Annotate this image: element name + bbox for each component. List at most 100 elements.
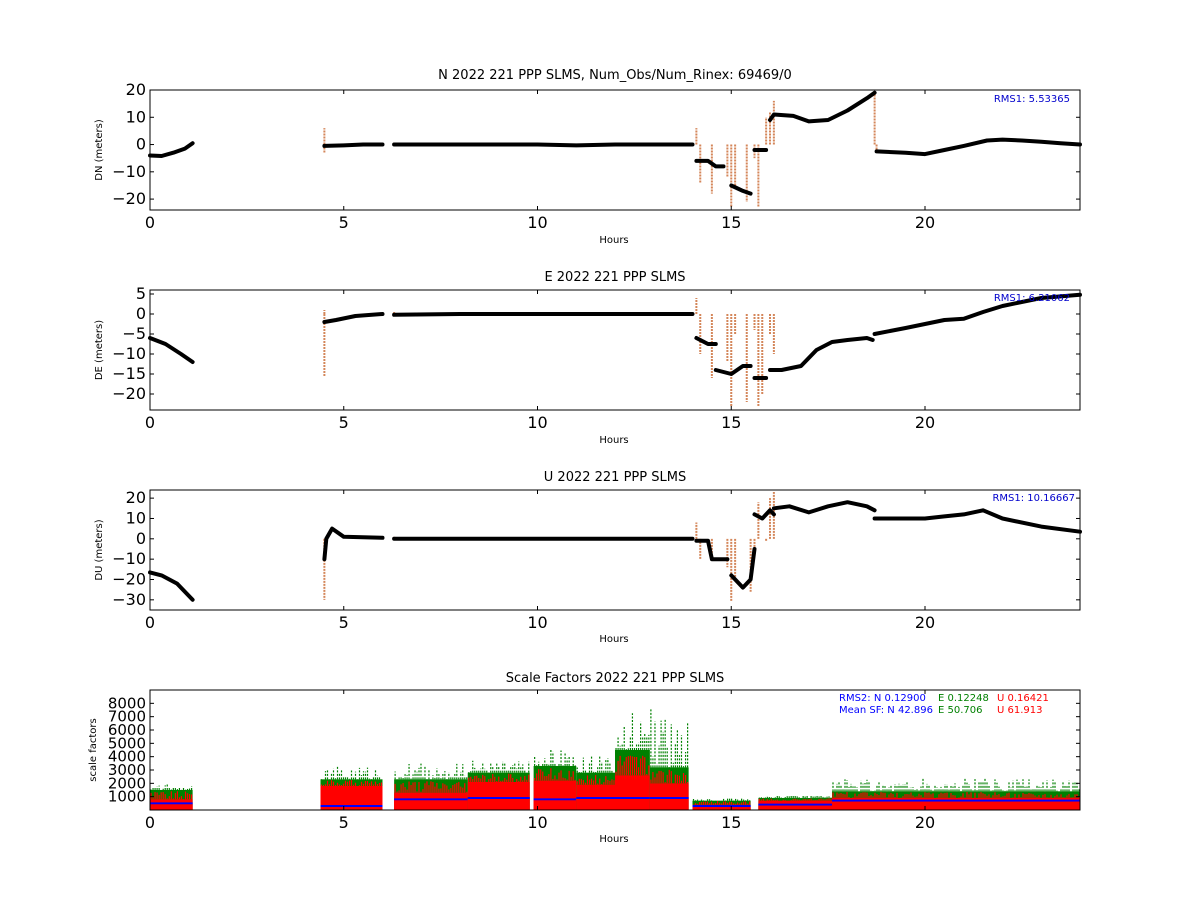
panel-up: U 2022 221 PPP SLMS RMS1: 10.16667 0 5 10 1… xyxy=(94,470,1082,645)
y-axis-label: DU (meters) xyxy=(94,519,105,580)
panel-title: N 2022 221 PPP SLMS, Num_Obs/Num_Rinex: … xyxy=(438,68,792,83)
solution-series xyxy=(771,500,877,515)
plot-frame xyxy=(149,689,1081,811)
rms1-annotation: RMS1: 6.21062 xyxy=(994,293,1070,304)
x-tick-label: 15 xyxy=(721,813,741,832)
panel-scale-factors: Scale Factors 2022 221 PPP SLMS RMS2: N … xyxy=(88,671,1081,845)
y-tick-label: −10 xyxy=(112,162,146,181)
sf-n-band xyxy=(649,799,689,810)
x-tick-label: 20 xyxy=(915,413,935,432)
x-tick-label: 10 xyxy=(527,813,547,832)
x-tick-label: 15 xyxy=(721,213,741,232)
x-axis-label: Hours xyxy=(599,634,628,645)
plot-frame xyxy=(149,489,1081,611)
x-tick-label: 0 xyxy=(145,813,155,832)
solution-series xyxy=(752,508,776,521)
x-axis-label: Hours xyxy=(599,834,628,845)
y-tick-label: 4000 xyxy=(108,748,146,766)
x-tick-label: 5 xyxy=(339,213,349,232)
solution-series xyxy=(713,364,753,376)
y-tick-label: 5000 xyxy=(108,734,146,752)
sf-n-band xyxy=(533,800,577,810)
rms1-annotation: RMS1: 10.16667 xyxy=(992,493,1075,504)
solution-series xyxy=(392,142,695,148)
solution-series xyxy=(322,312,385,324)
panel-east: E 2022 221 PPP SLMS RMS1: 6.21062 0 5 10 15… xyxy=(94,270,1082,446)
x-tick-label: 15 xyxy=(721,413,741,432)
x-axis-label: Hours xyxy=(599,235,628,246)
y-tick-label: 8000 xyxy=(108,694,146,712)
solution-series xyxy=(694,158,726,169)
meansf-u: U 61.913 xyxy=(997,705,1043,716)
y-tick-label: 2000 xyxy=(108,774,146,792)
solution-series xyxy=(322,526,385,562)
y-tick-label: −20 xyxy=(112,189,146,208)
y-tick-label: 3000 xyxy=(108,761,146,779)
y-tick-label: 6000 xyxy=(108,721,146,739)
x-tick-label: 20 xyxy=(915,613,935,632)
x-axis-label: Hours xyxy=(599,435,628,446)
y-tick-label: 5 xyxy=(136,284,146,303)
sf-n-band xyxy=(576,799,615,810)
solution-series xyxy=(872,508,1082,534)
solution-series xyxy=(768,336,875,372)
y-tick-label: 20 xyxy=(126,80,146,99)
plot-frame xyxy=(149,89,1081,211)
y-axis-label: scale factors xyxy=(88,718,99,781)
solution-series xyxy=(729,183,753,196)
sf-n-band xyxy=(320,807,383,810)
y-axis-label: DE (meters) xyxy=(94,320,105,380)
x-tick-label: 0 xyxy=(145,213,155,232)
sf-n-band xyxy=(150,804,193,810)
y-tick-label: −10 xyxy=(112,549,146,568)
x-tick-label: 0 xyxy=(145,413,155,432)
solution-series xyxy=(148,570,195,602)
x-tick-label: 15 xyxy=(721,613,741,632)
y-tick-label: −20 xyxy=(112,569,146,588)
y-tick-label: 1000 xyxy=(108,788,146,806)
solution-series xyxy=(148,141,195,158)
sf-n-band xyxy=(758,805,832,810)
solution-series xyxy=(322,142,385,148)
x-tick-label: 20 xyxy=(915,813,935,832)
y-tick-label: 0 xyxy=(136,529,146,548)
plot-frame xyxy=(149,289,1081,411)
y-tick-label: 0 xyxy=(136,304,146,323)
solution-series xyxy=(729,547,757,590)
sf-n-band xyxy=(467,799,530,810)
y-tick-label: 20 xyxy=(126,488,146,507)
solution-series xyxy=(148,336,195,364)
x-tick-label: 5 xyxy=(339,613,349,632)
sf-n-band xyxy=(832,801,1080,810)
x-tick-label: 20 xyxy=(915,213,935,232)
y-tick-label: 10 xyxy=(126,508,146,527)
y-tick-label: 10 xyxy=(126,107,146,126)
sf-n-band xyxy=(692,807,751,810)
x-tick-label: 10 xyxy=(527,613,547,632)
x-tick-label: 10 xyxy=(527,213,547,232)
solution-series xyxy=(872,292,1082,336)
sf-n-band xyxy=(615,799,650,810)
panel-title: E 2022 221 PPP SLMS xyxy=(544,270,685,285)
solution-series xyxy=(392,312,695,317)
x-tick-label: 5 xyxy=(339,413,349,432)
panel-north: N 2022 221 PPP SLMS, Num_Obs/Num_Rinex: … xyxy=(94,68,1082,246)
rms2-e: E 0.12248 xyxy=(938,693,989,704)
y-tick-label: −5 xyxy=(122,324,146,343)
solution-series xyxy=(694,538,730,562)
y-tick-label: −15 xyxy=(112,364,146,383)
rms1-annotation: RMS1: 5.53365 xyxy=(994,94,1070,105)
solution-series xyxy=(874,137,1082,157)
y-tick-label: −20 xyxy=(112,384,146,403)
rms2-n: RMS2: N 0.12900 xyxy=(839,693,926,704)
panel-title: Scale Factors 2022 221 PPP SLMS xyxy=(506,671,725,686)
x-tick-label: 10 xyxy=(527,413,547,432)
x-tick-label: 0 xyxy=(145,613,155,632)
x-tick-label: 5 xyxy=(339,813,349,832)
y-tick-label: 0 xyxy=(136,135,146,154)
solution-series xyxy=(694,336,718,346)
y-tick-label: −10 xyxy=(112,344,146,363)
y-tick-label: 7000 xyxy=(108,708,146,726)
solution-series xyxy=(768,90,877,124)
